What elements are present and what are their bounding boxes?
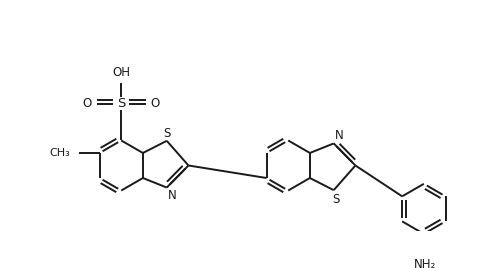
Text: N: N: [167, 189, 176, 202]
Text: CH₃: CH₃: [49, 148, 70, 158]
Text: N: N: [334, 129, 343, 142]
Text: NH₂: NH₂: [413, 258, 436, 268]
Text: S: S: [332, 193, 339, 206]
Text: O: O: [83, 97, 92, 110]
Text: OH: OH: [112, 66, 130, 79]
Text: O: O: [151, 97, 160, 110]
Text: S: S: [163, 126, 170, 140]
Text: S: S: [117, 97, 125, 110]
